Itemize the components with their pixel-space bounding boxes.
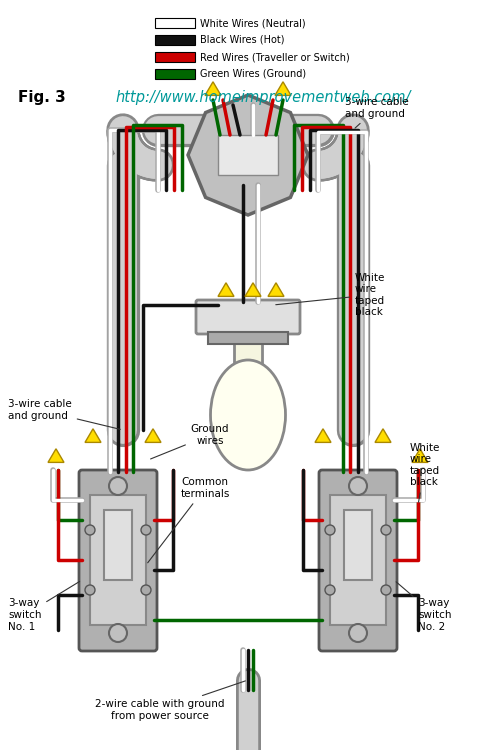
Circle shape bbox=[85, 525, 95, 535]
Bar bbox=[155, 52, 195, 62]
Text: Green Wires (Ground): Green Wires (Ground) bbox=[200, 69, 306, 79]
Polygon shape bbox=[188, 95, 308, 215]
Polygon shape bbox=[218, 283, 234, 296]
Circle shape bbox=[381, 585, 391, 595]
Text: White
wire
taped
black: White wire taped black bbox=[410, 442, 440, 503]
Polygon shape bbox=[268, 283, 284, 296]
Bar bbox=[234, 343, 262, 368]
FancyBboxPatch shape bbox=[79, 470, 157, 651]
Text: White Wires (Neutral): White Wires (Neutral) bbox=[200, 18, 306, 28]
Polygon shape bbox=[275, 82, 291, 95]
Text: 3-way
switch
No. 2: 3-way switch No. 2 bbox=[396, 582, 452, 632]
Polygon shape bbox=[85, 429, 101, 442]
Text: Ground
wires: Ground wires bbox=[150, 424, 229, 459]
Bar bbox=[90, 495, 146, 625]
Bar bbox=[218, 135, 278, 175]
Polygon shape bbox=[315, 429, 331, 442]
Text: http://www.homeimprovementweb.com/: http://www.homeimprovementweb.com/ bbox=[115, 90, 410, 105]
Circle shape bbox=[325, 585, 335, 595]
Circle shape bbox=[141, 525, 151, 535]
Ellipse shape bbox=[210, 360, 286, 470]
Circle shape bbox=[109, 624, 127, 642]
Polygon shape bbox=[412, 448, 428, 463]
Circle shape bbox=[325, 525, 335, 535]
Bar bbox=[155, 35, 195, 45]
Bar bbox=[104, 510, 132, 580]
Polygon shape bbox=[145, 429, 161, 442]
Circle shape bbox=[85, 585, 95, 595]
Text: Black Wires (Hot): Black Wires (Hot) bbox=[200, 35, 284, 45]
Text: Fig. 3: Fig. 3 bbox=[18, 90, 66, 105]
Polygon shape bbox=[375, 429, 391, 442]
Text: 3-wire cable
and ground: 3-wire cable and ground bbox=[345, 98, 409, 128]
Bar bbox=[155, 69, 195, 79]
Text: 2-wire cable with ground
from power source: 2-wire cable with ground from power sour… bbox=[95, 681, 246, 721]
Polygon shape bbox=[205, 82, 221, 95]
FancyBboxPatch shape bbox=[196, 300, 300, 334]
Polygon shape bbox=[48, 448, 64, 463]
Text: 3-wire cable
and ground: 3-wire cable and ground bbox=[8, 399, 120, 429]
Circle shape bbox=[349, 477, 367, 495]
FancyBboxPatch shape bbox=[319, 470, 397, 651]
Text: Common
terminals: Common terminals bbox=[148, 477, 230, 562]
Polygon shape bbox=[245, 283, 261, 296]
Circle shape bbox=[349, 624, 367, 642]
Bar bbox=[344, 510, 372, 580]
Text: White
wire
taped
black: White wire taped black bbox=[276, 272, 386, 317]
Bar bbox=[155, 18, 195, 28]
Circle shape bbox=[381, 525, 391, 535]
Text: Red Wires (Traveller or Switch): Red Wires (Traveller or Switch) bbox=[200, 52, 350, 62]
Circle shape bbox=[141, 585, 151, 595]
Text: 3-way
switch
No. 1: 3-way switch No. 1 bbox=[8, 581, 80, 632]
Circle shape bbox=[109, 477, 127, 495]
Bar bbox=[208, 332, 288, 344]
Bar bbox=[330, 495, 386, 625]
